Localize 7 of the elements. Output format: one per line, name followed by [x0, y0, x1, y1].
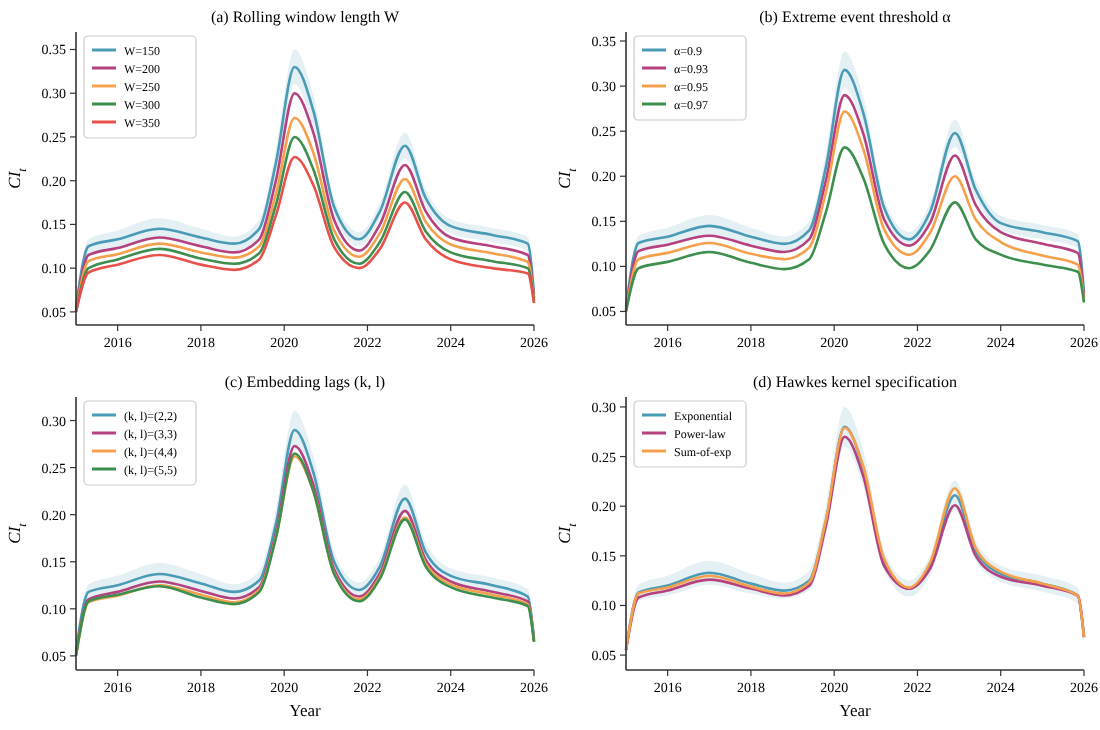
chart-title: (d) Hawkes kernel specification — [753, 373, 957, 391]
chart-title: (a) Rolling window length W — [210, 8, 400, 26]
chart-title: (c) Embedding lags (k, l) — [224, 373, 386, 391]
x-axis-title: Year — [839, 700, 871, 720]
line-series — [624, 146, 1086, 313]
chart-title: (b) Extreme event threshold α — [759, 8, 953, 26]
x-axis-title: Year — [289, 700, 321, 720]
